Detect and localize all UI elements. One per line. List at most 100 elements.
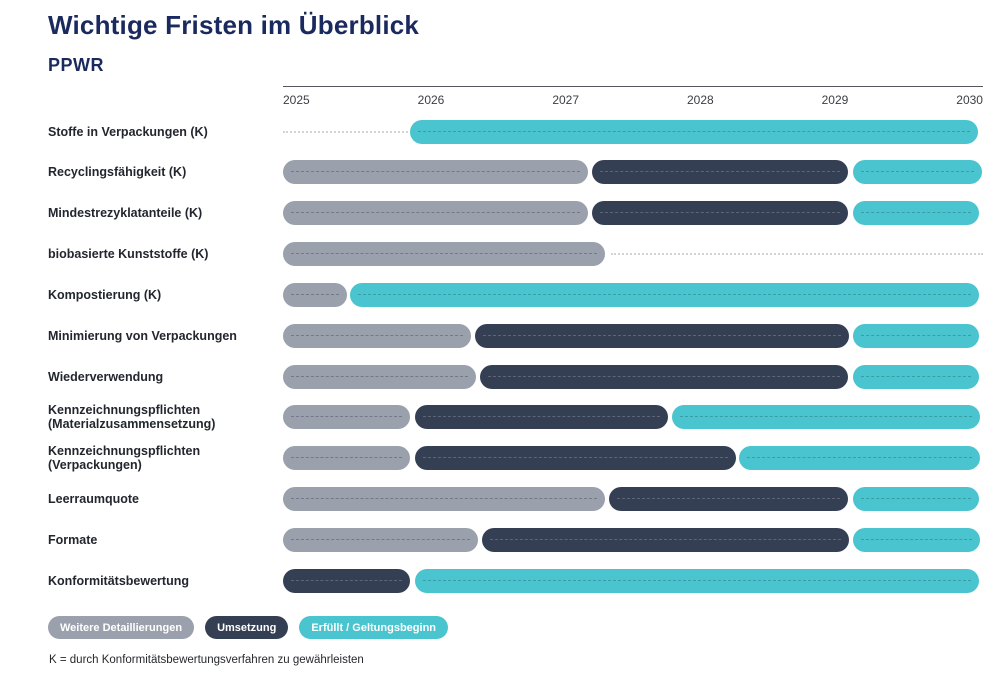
bar-segment-gray [283,242,605,267]
timeline-row [283,364,983,389]
row-label: Kompostierung (K) [48,287,162,302]
row-label: Minimierung von Verpackungen [48,328,237,343]
bar-dash-line [291,457,402,459]
bar-segment-gray [283,528,478,552]
x-axis-tick-2029: 2029 [821,93,849,107]
bar-segment-teal [410,119,978,144]
bar-dash-line [418,130,970,132]
row-label: Mindestrezyklatanteile (K) [48,206,203,221]
x-axis-tick-2027: 2027 [552,93,580,107]
bar-dash-line [861,171,974,173]
bar-dash-line [861,498,971,500]
bar-segment-teal [853,323,979,348]
bar-segment-teal [853,201,979,226]
bar-segment-gray [283,446,410,471]
bar-dash-line [490,539,841,540]
bar-segment-gray [283,405,410,430]
timeline-row [283,282,983,307]
bar-dash-line [291,171,580,173]
bar-segment-teal [853,528,980,552]
timeline-row [283,201,983,226]
bar-segment-gray [283,282,347,307]
bar-segment-dark [283,568,410,593]
bar-dash-line [291,334,463,336]
bar-segment-teal [672,405,980,430]
bar-dash-line [291,416,402,418]
row-label: Formate [48,533,98,547]
bar-dash-line [291,539,470,540]
timeline-row [283,119,983,144]
bar-segment-dark [609,487,848,512]
bar-segment-teal [350,282,979,307]
bar-dash-line [680,416,972,418]
bar-dash-line [291,375,468,377]
bar-segment-gray [283,160,588,185]
bar-segment-gray [283,487,605,512]
bar-dash-line [423,579,971,581]
bar-segment-dark [475,323,849,348]
bar-segment-gray [283,201,588,226]
x-axis-tick-2026: 2026 [417,93,445,107]
row-label: Kennzeichnungspflichten (Verpackungen) [48,444,201,473]
x-axis: 2025 2026 2027 2028 2029 2030 [283,93,983,107]
bar-segment-teal [853,364,979,389]
row-label: Wiederverwendung [48,369,164,384]
bar-dash-line [291,579,402,581]
bar-segment-teal [853,160,982,185]
bar-segment-dark [415,446,736,471]
bar-dash-line [600,171,840,173]
row-label: Stoffe in Verpackungen (K) [48,124,208,139]
timeline-row [283,446,983,471]
bar-dash-line [291,212,580,214]
row-label: Konformitätsbewertung [48,573,189,588]
bar-segment-teal [415,568,979,593]
x-axis-tick-2028: 2028 [686,93,714,107]
bar-dash-line [423,416,660,418]
footnote: K = durch Konformitätsbewertungsverfahre… [49,654,364,666]
bar-segment-dark [592,201,848,226]
legend-pill-teal: Erfüllt / Geltungsbeginn [299,616,449,639]
bar-dash-line [747,457,972,459]
bar-dash-line [861,212,971,214]
bar-segment-teal [739,446,980,471]
bar-dash-line [617,498,840,500]
row-label: Leerraumquote [48,492,139,507]
legend-pill-gray: Weitere Detaillierungen [48,616,195,639]
bar-dash-line [861,334,971,336]
bar-dash-line [600,212,840,214]
bar-segment-dark [482,528,849,552]
dotted-leader [611,253,983,256]
legend: Weitere Detaillierungen Umsetzung Erfüllt … [48,616,449,639]
row-label: Recyclingsfähigkeit (K) [48,165,187,180]
bar-dash-line [483,334,841,336]
dotted-leader [283,130,408,133]
page-title: Wichtige Fristen im Überblick [48,10,420,40]
bar-segment-dark [480,364,848,389]
timeline-row [283,405,983,430]
bar-segment-gray [283,364,476,389]
bar-dash-line [358,293,971,295]
page-subtitle: PPWR [48,55,104,75]
bar-dash-line [861,539,972,540]
timeline-row [283,242,983,267]
bar-segment-gray [283,323,471,348]
timeline-row [283,323,983,348]
row-label: Kennzeichnungspflichten (Materialzusammen… [48,403,216,432]
timeline-row [283,487,983,512]
x-axis-tick-2025: 2025 [283,93,310,107]
bar-dash-line [291,253,597,255]
bar-segment-teal [853,487,979,512]
bar-dash-line [291,293,339,295]
row-label: biobasierte Kunststoffe (K) [48,247,209,262]
bar-dash-line [291,498,597,500]
legend-pill-dark: Umsetzung [205,616,289,639]
timeline-row [283,568,983,593]
bar-dash-line [861,375,971,377]
axis-line [283,86,983,87]
bar-dash-line [488,375,840,377]
x-axis-tick-2030: 2030 [956,93,983,107]
timeline-row [283,160,983,185]
bar-dash-line [423,457,728,459]
timeline-row [283,528,983,552]
